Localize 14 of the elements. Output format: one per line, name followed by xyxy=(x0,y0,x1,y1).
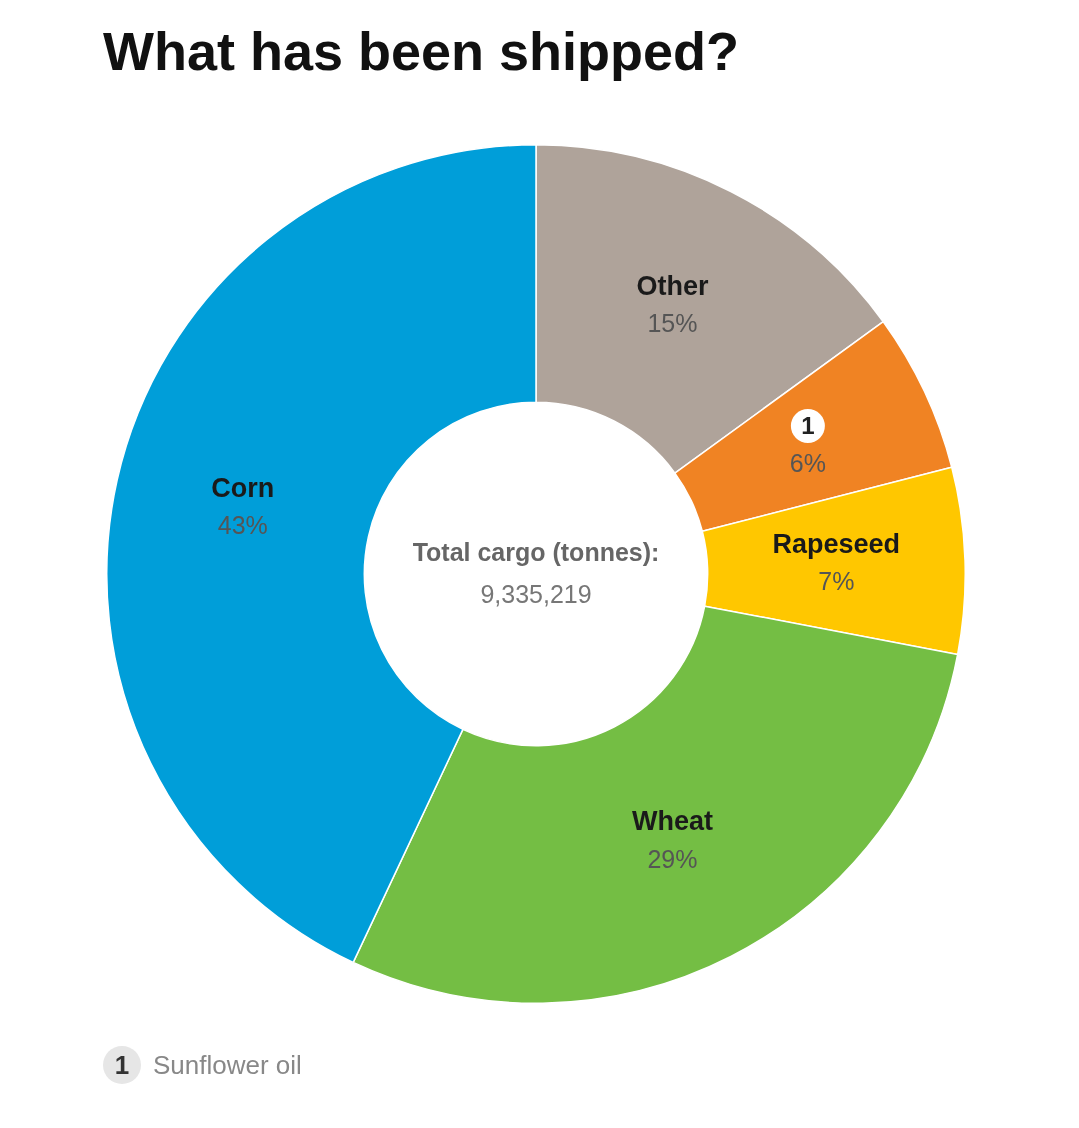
data-label: 29% xyxy=(647,844,698,873)
chart-title: What has been shipped? xyxy=(103,20,741,83)
text: 1 Sunflower oil xyxy=(113,1048,302,1082)
text: Total cargo (tonnes): xyxy=(412,537,660,566)
slice-label: Wheat xyxy=(631,806,713,837)
text: 9,335,219 xyxy=(480,579,592,608)
slice-label: 1 xyxy=(801,411,815,439)
slice-label: Corn xyxy=(211,472,275,503)
data-label: 15% xyxy=(647,309,698,338)
slice-label: Rapeseed xyxy=(772,529,901,560)
data-label: 43% xyxy=(217,511,268,540)
slice-label: Other xyxy=(636,270,709,301)
data-label: 6% xyxy=(789,448,826,477)
data-label: 7% xyxy=(818,567,855,596)
